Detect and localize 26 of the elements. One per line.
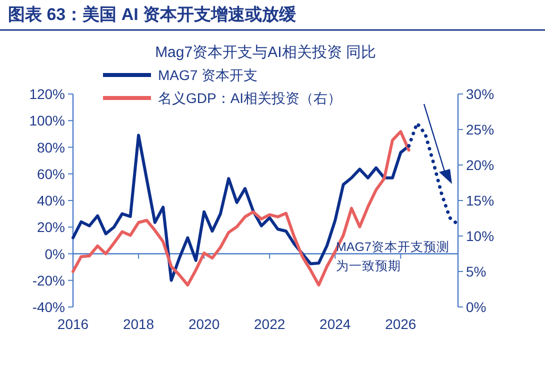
legend-label: 名义GDP：AI相关投资（右） (158, 90, 342, 106)
y-tick-label: 120% (29, 86, 65, 102)
y2-tick-label: 0% (466, 299, 486, 315)
y-tick-label: 80% (36, 139, 65, 156)
y2-tick-label: 25% (466, 122, 494, 138)
y2-tick-label: 10% (466, 228, 494, 244)
chart-subtitle: Mag7资本开支与AI相关投资 同比 (155, 44, 376, 61)
y-tick-label: 0% (44, 246, 65, 262)
y-tick-label: -20% (32, 272, 65, 288)
y-tick-label: 20% (36, 219, 65, 236)
x-tick-label: 2022 (254, 316, 286, 332)
legend-label: MAG7 资本开支 (158, 67, 258, 83)
y-tick-label: 40% (36, 192, 65, 208)
x-tick-label: 2018 (122, 316, 154, 332)
y2-tick-label: 5% (466, 264, 486, 280)
x-tick-label: 2024 (320, 316, 351, 332)
y2-tick-label: 15% (466, 192, 494, 208)
chart-title: 图表 63：美国 AI 资本开支增速或放缓 (8, 5, 298, 24)
x-tick-label: 2020 (188, 316, 220, 332)
y-tick-label: 60% (36, 166, 65, 182)
x-tick-label: 2016 (57, 316, 89, 332)
y2-tick-label: 30% (466, 86, 494, 102)
y2-tick-label: 20% (466, 157, 494, 173)
y-tick-label: 100% (29, 112, 65, 129)
y-tick-label: -40% (32, 299, 65, 315)
x-tick-label: 2026 (385, 316, 416, 332)
